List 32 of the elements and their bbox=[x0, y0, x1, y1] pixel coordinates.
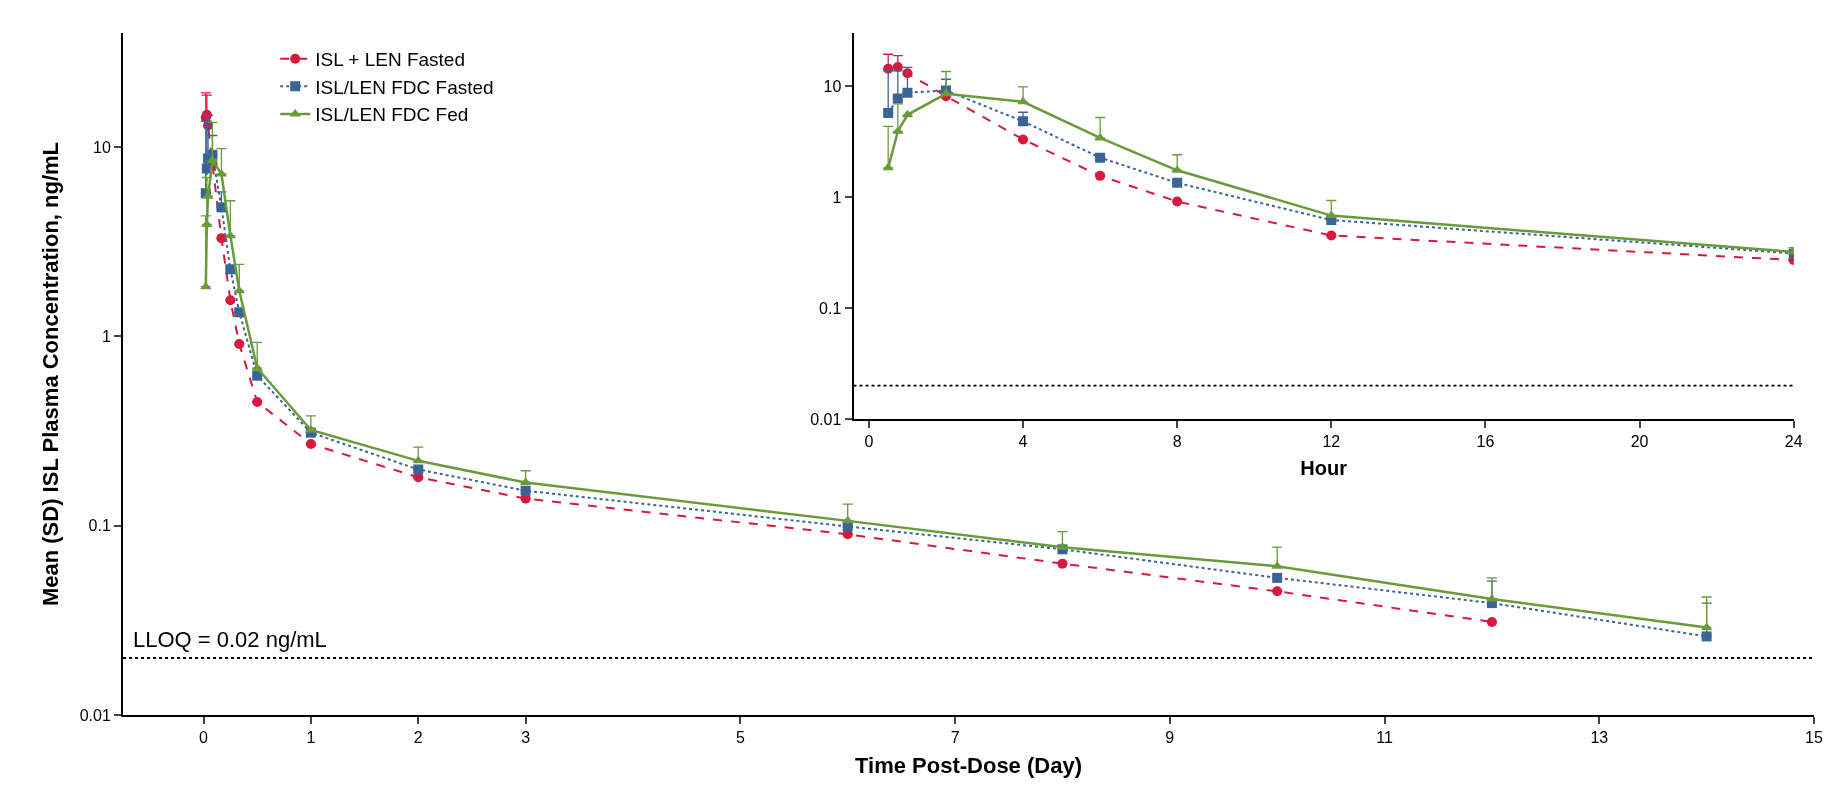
x-tick-label: 20 bbox=[1630, 433, 1649, 451]
x-tick-label: 16 bbox=[1476, 433, 1495, 451]
x-tick-label: 2 bbox=[413, 729, 423, 747]
legend-label: ISL/LEN FDC Fed bbox=[315, 104, 469, 126]
x-tick-label: 0 bbox=[199, 729, 209, 747]
x-tick-label: 8 bbox=[1172, 433, 1182, 451]
x-tick-label: 24 bbox=[1784, 433, 1803, 451]
y-tick-label: 0.1 bbox=[819, 299, 842, 317]
y-axis-title: Mean (SD) ISL Plasma Concentration, ng/mL bbox=[37, 141, 63, 607]
x-tick-label: 13 bbox=[1590, 729, 1609, 747]
y-tick-label: 10 bbox=[823, 77, 842, 95]
x-axis-title: Time Post-Dose (Day) bbox=[855, 752, 1082, 778]
ref-line-label: LLOQ = 0.02 ng/mL bbox=[133, 627, 327, 652]
x-tick-label: 11 bbox=[1376, 729, 1393, 747]
x-tick-label: 9 bbox=[1165, 729, 1175, 747]
x-tick-label: 5 bbox=[735, 729, 745, 747]
y-tick-label: 10 bbox=[93, 138, 111, 156]
y-tick-label: 1 bbox=[832, 188, 842, 206]
y-tick-label: 0.1 bbox=[88, 517, 111, 535]
x-tick-label: 1 bbox=[306, 729, 316, 747]
x-axis-title: Hour bbox=[1300, 457, 1348, 480]
x-tick-label: 15 bbox=[1805, 729, 1823, 747]
legend-label: ISL/LEN FDC Fasted bbox=[315, 76, 494, 98]
x-tick-label: 4 bbox=[1018, 433, 1028, 451]
legend-label: ISL + LEN Fasted bbox=[315, 49, 465, 71]
x-tick-label: 3 bbox=[521, 729, 531, 747]
x-tick-label: 12 bbox=[1322, 433, 1341, 451]
y-tick-label: 1 bbox=[101, 327, 111, 345]
x-tick-label: 7 bbox=[950, 729, 960, 747]
y-tick-label: 0.01 bbox=[79, 706, 111, 724]
y-tick-label: 0.01 bbox=[810, 410, 842, 428]
x-tick-label: 0 bbox=[864, 433, 874, 451]
